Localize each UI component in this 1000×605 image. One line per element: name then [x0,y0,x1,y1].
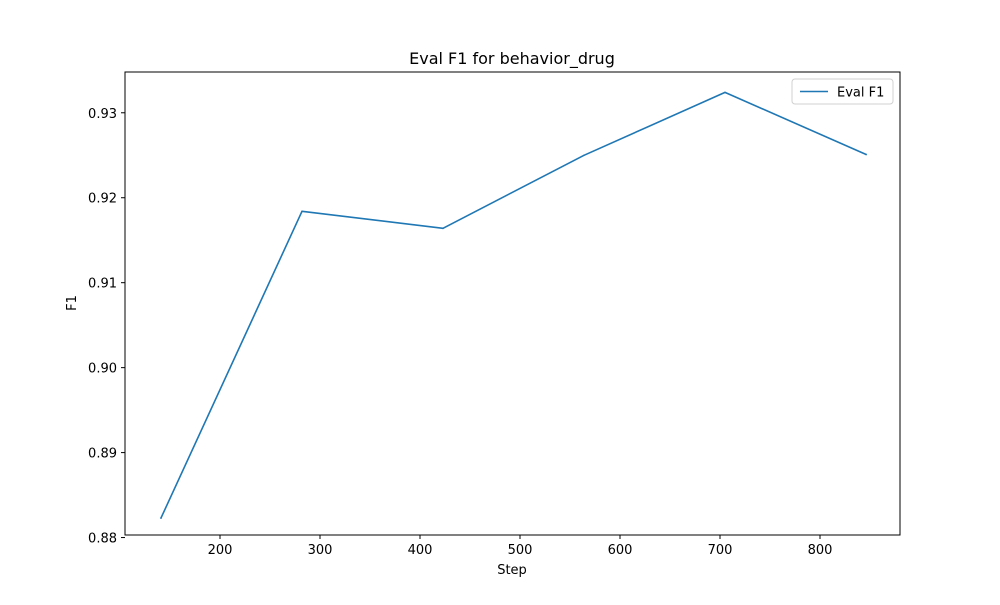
chart-title: Eval F1 for behavior_drug [409,49,615,69]
y-tick-label: 0.89 [88,447,117,462]
y-axis-label: F1 [65,295,80,311]
series-line [159,91,868,520]
legend-box [791,78,894,105]
x-tick-label: 200 [208,543,233,558]
y-tick-label: 0.90 [88,362,117,377]
x-tick-label: 600 [608,543,633,558]
y-tick-label: 0.93 [88,107,117,122]
x-tick-label: 400 [408,543,433,558]
data-point [301,210,303,213]
y-tick-label: 0.88 [88,532,117,547]
x-tick-label: 700 [708,543,733,558]
data-point [442,227,444,230]
legend-label: Eval F1 [837,86,884,101]
x-tick-label: 500 [508,543,533,558]
data-point [160,517,162,519]
y-tick-label: 0.91 [88,277,117,292]
x-tick-label: 300 [308,543,333,558]
y-tick-label: 0.92 [88,192,117,207]
data-point [865,153,867,156]
plot-area-frame [124,71,901,536]
legend: Eval F1 [791,78,894,105]
data-point [724,91,726,94]
data-point [583,154,585,157]
x-tick-label: 800 [808,543,833,558]
x-axis-label: Step [497,563,527,578]
